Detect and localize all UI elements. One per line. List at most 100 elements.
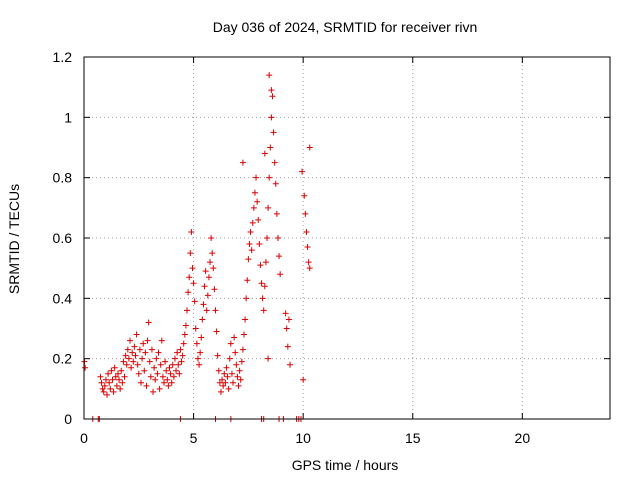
- data-point: [127, 337, 134, 344]
- data-point: [145, 319, 152, 326]
- data-point: [215, 367, 222, 374]
- data-point: [129, 349, 136, 356]
- data-point: [107, 385, 114, 392]
- data-point: [163, 367, 170, 374]
- data-point: [211, 286, 218, 293]
- data-point: [284, 343, 291, 350]
- data-point: [134, 361, 141, 368]
- data-point: [240, 331, 247, 338]
- data-point: [136, 346, 143, 353]
- data-point: [133, 331, 140, 338]
- data-point: [258, 280, 265, 287]
- data-point: [272, 180, 279, 187]
- data-point: [142, 349, 149, 356]
- data-point: [117, 385, 124, 392]
- data-point: [264, 235, 271, 241]
- data-point: [160, 379, 167, 386]
- data-point: [197, 349, 204, 356]
- x-tick-label: 10: [295, 430, 311, 446]
- data-point: [304, 244, 311, 251]
- data-point: [193, 340, 200, 347]
- data-point: [175, 361, 182, 368]
- data-point: [201, 283, 208, 290]
- data-point: [152, 376, 159, 383]
- data-point: [251, 189, 258, 196]
- data-point: [176, 370, 183, 377]
- data-point: [158, 337, 165, 344]
- data-point: [200, 301, 207, 308]
- data-point: [270, 129, 277, 136]
- data-point: [82, 364, 89, 371]
- data-point: [243, 295, 250, 302]
- data-point: [273, 210, 280, 217]
- data-point: [191, 298, 198, 305]
- data-point: [226, 355, 233, 362]
- data-point: [106, 379, 113, 386]
- data-point: [120, 358, 127, 365]
- data-point: [188, 228, 195, 235]
- data-point: [236, 367, 243, 374]
- data-point: [108, 367, 115, 374]
- data-point: [165, 382, 172, 389]
- data-point: [135, 370, 142, 377]
- data-point: [168, 379, 175, 386]
- data-point: [254, 198, 261, 205]
- data-point: [250, 204, 257, 211]
- y-axis-label: SRMTID / TECUs: [6, 184, 22, 294]
- y-tick-label: 0.6: [53, 230, 73, 246]
- data-points: [81, 72, 313, 422]
- data-point: [299, 168, 306, 175]
- data-point: [209, 250, 216, 257]
- data-point: [187, 250, 194, 257]
- data-point: [231, 334, 238, 341]
- data-point: [202, 268, 209, 275]
- data-point: [174, 349, 181, 356]
- data-point: [249, 219, 256, 226]
- data-point: [109, 376, 116, 383]
- data-point: [261, 283, 268, 290]
- data-point: [102, 376, 109, 383]
- data-point: [178, 358, 185, 365]
- data-point: [204, 292, 211, 299]
- x-axis-label: GPS time / hours: [292, 457, 399, 473]
- data-point: [186, 274, 193, 281]
- data-point: [303, 228, 310, 235]
- data-point: [100, 388, 107, 395]
- data-point: [164, 376, 171, 383]
- data-point: [162, 358, 169, 365]
- y-tick-label: 0: [64, 411, 72, 427]
- data-point: [306, 265, 313, 272]
- data-point: [121, 373, 128, 380]
- data-point: [222, 379, 229, 386]
- plot-frame: [83, 56, 611, 420]
- data-point: [246, 241, 253, 248]
- data-point: [213, 328, 220, 335]
- data-point: [130, 358, 137, 365]
- data-point: [181, 331, 188, 338]
- data-point: [196, 361, 203, 368]
- data-point: [268, 87, 275, 94]
- data-point: [266, 174, 273, 181]
- data-point: [205, 274, 212, 281]
- data-point: [217, 388, 224, 395]
- data-point: [214, 352, 221, 359]
- data-point: [151, 364, 158, 371]
- data-point: [132, 352, 139, 359]
- data-point: [268, 114, 275, 121]
- data-point: [192, 325, 199, 332]
- data-point: [153, 355, 160, 362]
- data-point: [159, 373, 166, 380]
- data-point: [148, 346, 155, 353]
- data-point: [235, 382, 242, 389]
- data-point: [105, 370, 112, 377]
- data-point: [185, 289, 192, 296]
- data-point: [239, 346, 246, 353]
- data-point: [124, 346, 131, 353]
- x-tick-label: 5: [190, 430, 198, 446]
- axis-ticks: 0 5 10 15 20 0 0.2 0.4 0.6 0.8 1 1.2: [53, 49, 610, 446]
- data-point: [110, 388, 117, 395]
- data-point: [155, 349, 162, 356]
- data-point: [139, 355, 146, 362]
- data-point: [131, 343, 138, 350]
- data-point: [282, 310, 289, 317]
